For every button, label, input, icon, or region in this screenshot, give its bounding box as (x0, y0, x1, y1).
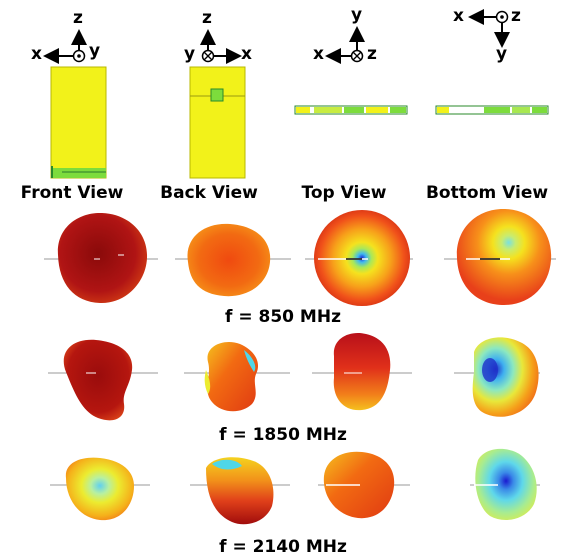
frequency-label-2140: f = 2140 MHz (219, 537, 347, 557)
top-view-device (294, 105, 408, 115)
frequency-label-1850: f = 1850 MHz (219, 425, 347, 445)
pattern-1850-back (184, 342, 290, 412)
axis-z-label: z (367, 44, 377, 64)
pattern-850-top (305, 210, 413, 306)
axis-z-label: z (511, 6, 521, 26)
top-view-label: Top View (301, 183, 387, 203)
bottom-view-axes (468, 9, 510, 48)
front-view-device (50, 66, 107, 179)
axis-y-label: y (89, 41, 101, 61)
axis-x-label: x (31, 44, 42, 64)
pattern-1850-top (312, 332, 412, 411)
axis-x-label: x (313, 44, 324, 64)
axis-y-label: y (351, 5, 363, 25)
pattern-2140-front (50, 457, 150, 521)
axis-z-label: z (73, 8, 83, 28)
pattern-850-back (175, 223, 291, 297)
axis-y-label: y (184, 44, 196, 64)
front-view-axes (43, 29, 87, 64)
axis-z-label: z (202, 8, 212, 28)
top-view-axes (325, 26, 365, 64)
front-view-label: Front View (20, 183, 124, 203)
axis-x-label: x (241, 44, 252, 64)
bottom-view-label: Bottom View (425, 183, 549, 203)
back-view-axes (200, 29, 242, 64)
bottom-view-device (435, 105, 549, 115)
pattern-1850-bottom (454, 337, 540, 417)
axis-y-label: y (496, 44, 508, 64)
back-view-device (189, 66, 246, 179)
pattern-850-bottom (444, 208, 556, 306)
pattern-1850-front (48, 339, 158, 421)
pattern-2140-bottom (470, 448, 540, 520)
axis-x-label: x (453, 6, 464, 26)
frequency-label-850: f = 850 MHz (225, 307, 341, 327)
pattern-850-front (44, 212, 158, 304)
pattern-2140-back (190, 457, 290, 525)
back-view-label: Back View (160, 183, 258, 203)
pattern-2140-top (318, 451, 410, 519)
